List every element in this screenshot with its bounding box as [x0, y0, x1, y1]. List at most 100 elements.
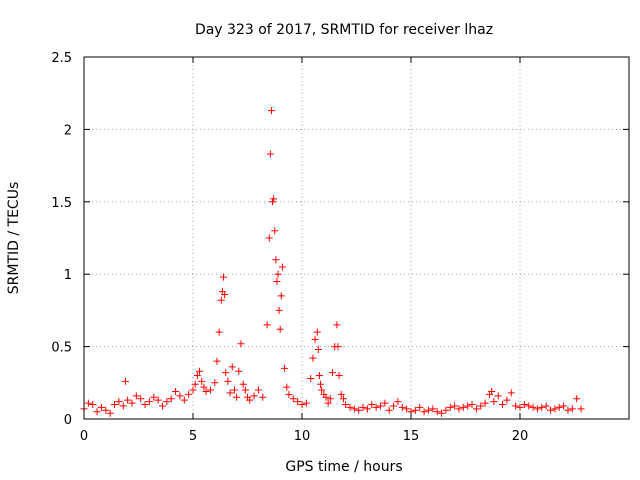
data-point [241, 386, 249, 394]
grid-lines [84, 57, 629, 419]
data-point [403, 405, 411, 413]
data-point [416, 403, 424, 411]
data-point [488, 387, 496, 395]
data-point [106, 409, 114, 417]
data-point [464, 402, 472, 410]
data-point [167, 395, 175, 403]
y-tick-label: 2.5 [51, 51, 72, 66]
y-tick-label: 0.5 [51, 341, 72, 356]
data-point [542, 402, 550, 410]
data-point [372, 403, 380, 411]
data-point [315, 372, 323, 380]
data-points [80, 107, 585, 417]
y-tick-label: 0 [64, 413, 72, 428]
data-point [577, 405, 585, 413]
data-point [342, 401, 350, 409]
data-point [141, 401, 149, 409]
data-point [220, 273, 228, 281]
data-point [254, 386, 262, 394]
data-point [520, 401, 528, 409]
data-point [97, 403, 105, 411]
data-point [206, 386, 214, 394]
data-point [277, 292, 285, 300]
data-point [326, 395, 334, 403]
data-point [499, 401, 507, 409]
data-point [359, 403, 367, 411]
data-point [507, 389, 515, 397]
data-point [455, 405, 463, 413]
data-point [202, 387, 210, 395]
data-point [200, 383, 208, 391]
chart-title: Day 323 of 2017, SRMTID for receiver lha… [195, 22, 493, 38]
data-point [560, 402, 568, 410]
data-point [246, 396, 254, 404]
data-point [180, 396, 188, 404]
data-point [158, 402, 166, 410]
data-point [429, 405, 437, 413]
data-point [189, 386, 197, 394]
data-point [269, 198, 277, 206]
data-point [368, 401, 376, 409]
data-point [318, 386, 326, 394]
data-point [93, 408, 101, 416]
data-point [390, 402, 398, 410]
data-point [547, 406, 555, 414]
data-point [163, 398, 171, 406]
data-point [573, 395, 581, 403]
data-point [438, 409, 446, 417]
data-point [224, 377, 232, 385]
data-point [266, 150, 274, 158]
data-point [551, 405, 559, 413]
y-tick-label: 1 [64, 268, 72, 283]
data-point [273, 277, 281, 285]
data-point [275, 306, 283, 314]
data-point [276, 325, 284, 333]
data-point [394, 398, 402, 406]
data-point [398, 403, 406, 411]
data-point [481, 399, 489, 407]
data-point [124, 396, 132, 404]
data-point [317, 380, 325, 388]
data-point [137, 395, 145, 403]
data-point [568, 405, 576, 413]
y-tick-label: 1.5 [51, 196, 72, 211]
y-tick-label: 2 [64, 123, 72, 138]
data-point [121, 377, 129, 385]
plot-frame [83, 56, 630, 420]
data-point [314, 345, 322, 353]
data-point [215, 328, 223, 336]
data-point [324, 399, 332, 407]
data-point [270, 195, 278, 203]
data-point [265, 234, 273, 242]
data-point [196, 367, 204, 375]
data-point [337, 390, 345, 398]
data-point [259, 393, 267, 401]
data-point [472, 405, 480, 413]
data-point [346, 403, 354, 411]
data-point [233, 393, 241, 401]
data-point [250, 392, 258, 400]
data-point [185, 390, 193, 398]
data-point [512, 402, 520, 410]
data-point [477, 402, 485, 410]
data-point [322, 393, 330, 401]
x-axis-title: GPS time / hours [285, 459, 402, 475]
data-point [176, 392, 184, 400]
data-point [84, 399, 92, 407]
data-point [420, 408, 428, 416]
data-point [145, 398, 153, 406]
data-point [350, 405, 358, 413]
data-point [128, 399, 136, 407]
data-point [333, 321, 341, 329]
data-point [302, 399, 310, 407]
data-point [494, 392, 502, 400]
data-point [294, 398, 302, 406]
data-point [267, 107, 275, 115]
data-point [381, 399, 389, 407]
y-axis-title: SRMTID / TECUs [6, 182, 22, 295]
axis-ticks [83, 56, 629, 420]
data-point [459, 403, 467, 411]
data-point [339, 395, 347, 403]
data-point [191, 380, 199, 388]
